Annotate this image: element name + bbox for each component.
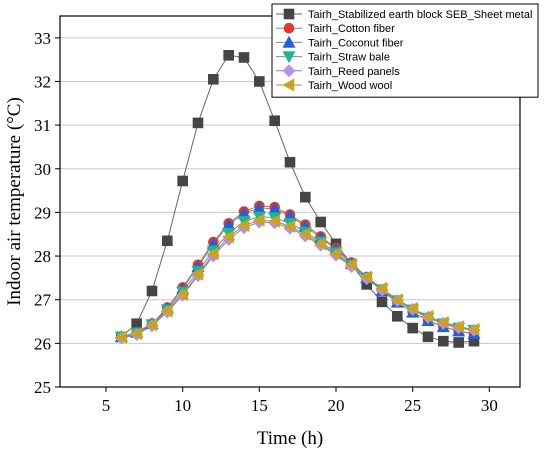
x-tick-label: 15: [251, 396, 268, 415]
data-point: [254, 76, 265, 87]
series-points-5: [114, 213, 480, 344]
data-point: [298, 227, 311, 241]
y-tick-label: 30: [34, 160, 51, 179]
data-point: [145, 318, 158, 332]
legend-entry-label: Tairh_Coconut fiber: [308, 37, 404, 49]
data-point: [177, 175, 188, 187]
data-point: [176, 287, 188, 301]
legend-marker: [283, 8, 295, 20]
data-point: [268, 214, 280, 228]
data-point: [206, 247, 219, 261]
data-point: [360, 270, 372, 284]
data-point: [314, 237, 326, 251]
data-point: [438, 335, 449, 347]
x-tick-label: 10: [174, 396, 191, 415]
data-point: [223, 49, 234, 61]
data-point: [344, 258, 357, 272]
legend-marker: [282, 78, 295, 92]
data-point: [452, 320, 464, 334]
series-line-5: [121, 219, 475, 338]
data-point: [283, 219, 296, 233]
data-point: [284, 156, 296, 168]
data-point: [160, 304, 173, 318]
data-point: [222, 230, 234, 244]
data-point: [130, 327, 142, 341]
data-point: [406, 301, 418, 315]
y-tick-label: 27: [34, 291, 52, 310]
data-point: [252, 213, 265, 227]
data-point: [422, 331, 434, 343]
data-point: [329, 247, 342, 261]
y-tick-label: 25: [34, 378, 51, 397]
data-point: [375, 281, 388, 295]
x-tick-label: 30: [481, 396, 498, 415]
legend-entry-label: Tairh_Straw bale: [308, 52, 390, 64]
data-point: [208, 73, 219, 85]
x-axis-label: Time (h): [257, 428, 323, 449]
axis-ticks: 5 10 15 20 25 30 25 26 27 28 29 30 31 32 33: [34, 29, 498, 415]
data-point: [238, 52, 250, 63]
legend: Tairh_Stabilized earth block SEB_Sheet m…: [271, 3, 539, 98]
data-point: [436, 315, 449, 329]
data-point: [114, 330, 127, 344]
x-tick-label: 5: [102, 396, 111, 415]
series-line-3: [121, 216, 475, 338]
data-point: [146, 285, 158, 297]
data-point: [315, 216, 326, 228]
y-tick-label: 32: [34, 72, 51, 91]
series-markers: [114, 49, 481, 348]
legend-entry-label: Tairh_Stabilized earth block SEB_Sheet m…: [308, 9, 532, 21]
y-tick-label: 26: [34, 334, 51, 353]
y-tick-label: 29: [34, 203, 51, 222]
legend-marker: [282, 35, 296, 48]
data-point: [421, 309, 434, 323]
y-tick-label: 33: [34, 29, 51, 48]
legend-entry-label: Tairh_Wood wool: [308, 80, 392, 92]
legend-marker: [282, 64, 296, 78]
y-tick-label: 28: [34, 247, 51, 266]
data-point: [192, 117, 204, 129]
y-axis-label: Indoor air temperature (°C): [4, 97, 25, 306]
data-point: [269, 115, 280, 127]
y-tick-label: 31: [34, 116, 51, 135]
legend-marker: [283, 22, 295, 34]
data-point: [191, 267, 204, 281]
data-point: [162, 235, 173, 247]
legend-entry-label: Tairh_Reed panels: [308, 66, 400, 78]
x-tick-label: 25: [404, 396, 421, 415]
data-point: [392, 310, 403, 322]
legend-box: [271, 3, 539, 98]
data-point: [390, 293, 403, 307]
x-tick-label: 20: [328, 396, 345, 415]
data-point: [300, 191, 311, 203]
series-line-4: [121, 221, 475, 339]
data-point: [453, 337, 464, 348]
legend-entry-label: Tairh_Cotton fiber: [308, 23, 395, 35]
data-point: [407, 322, 418, 334]
legend-marker: [282, 51, 296, 64]
data-point: [376, 296, 388, 308]
grid-lines: [60, 37, 520, 344]
data-point: [237, 219, 250, 233]
data-point: [467, 322, 480, 336]
